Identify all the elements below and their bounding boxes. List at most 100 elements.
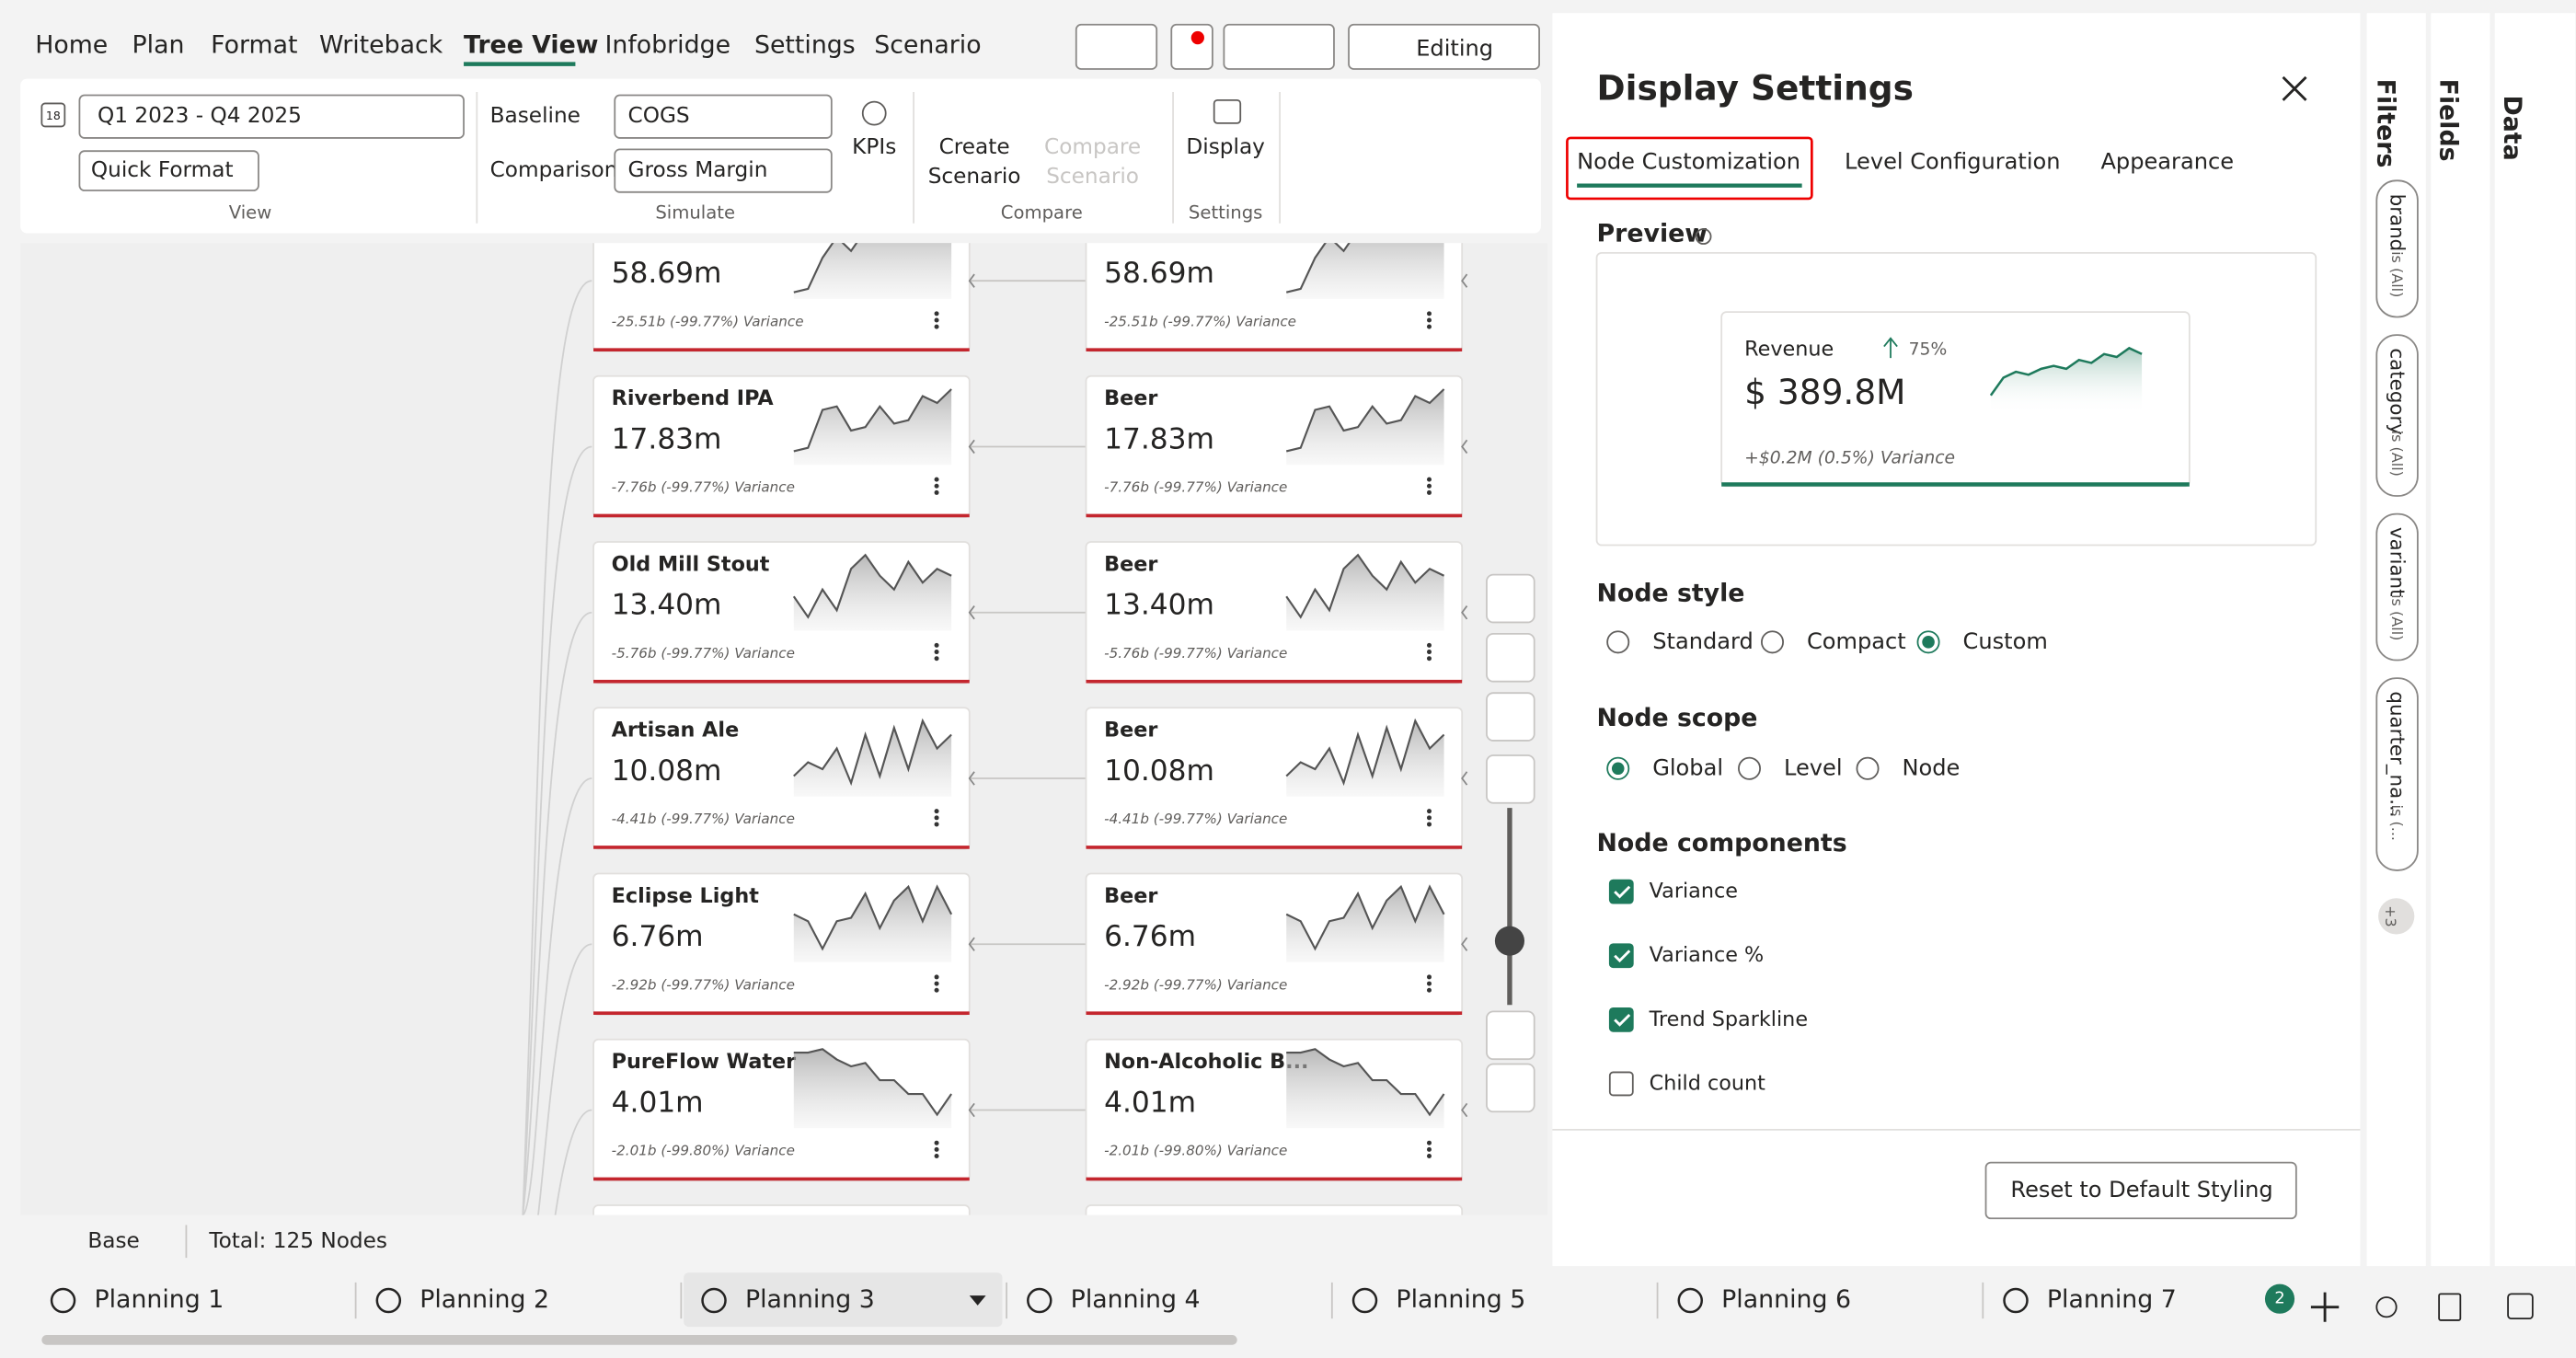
node-variance: -2.92b (-99.77%) Variance bbox=[612, 976, 795, 993]
node-variance: -4.41b (-99.77%) Variance bbox=[612, 811, 795, 827]
menu-item[interactable]: Format bbox=[211, 30, 297, 59]
menu-dot bbox=[1427, 478, 1432, 482]
toolbar-button[interactable] bbox=[1076, 25, 1156, 69]
group: StandardCompactCustom bbox=[1607, 628, 2048, 654]
filter-name: brand bbox=[2386, 194, 2409, 252]
panel-tab[interactable]: Appearance bbox=[2100, 149, 2234, 175]
compare-scenario: Compare bbox=[1044, 134, 1141, 159]
node-variance: -5.76b (-99.77%) Variance bbox=[612, 645, 795, 662]
node-variance: -2.01b (-99.80%) Variance bbox=[1104, 1143, 1287, 1159]
menu-item[interactable]: Plan bbox=[132, 30, 185, 59]
menu-dot bbox=[1427, 1154, 1432, 1158]
menu-dot bbox=[1427, 311, 1432, 316]
menu-dot bbox=[935, 650, 939, 654]
record-icon bbox=[1191, 31, 1204, 44]
path-button[interactable] bbox=[1487, 634, 1535, 682]
node-variance: -4.41b (-99.77%) Variance bbox=[1104, 811, 1287, 827]
checkbox[interactable] bbox=[1610, 1008, 1633, 1031]
node-value: 58.69m bbox=[1104, 257, 1214, 290]
panel-tab[interactable]: Node Customization bbox=[1577, 149, 1800, 175]
menu-item[interactable]: Home bbox=[35, 30, 108, 59]
display-button[interactable]: Display bbox=[1186, 134, 1265, 159]
fields-title[interactable]: Fields bbox=[2434, 79, 2463, 162]
menu-dot bbox=[935, 478, 939, 482]
compare-scenario: Scenario bbox=[1046, 164, 1139, 189]
menu-dot bbox=[1427, 1141, 1432, 1145]
menu-dot bbox=[935, 318, 939, 323]
node-title: Beer bbox=[1104, 719, 1157, 742]
menu-dot bbox=[1427, 974, 1432, 979]
menu-dot bbox=[935, 1147, 939, 1152]
node-variance: -2.01b (-99.80%) Variance bbox=[612, 1143, 795, 1159]
menu-item[interactable]: Writeback bbox=[319, 30, 443, 59]
menu-dot bbox=[1427, 815, 1432, 820]
menu-item[interactable]: Settings bbox=[754, 30, 856, 59]
create-scenario: Scenario bbox=[928, 164, 1021, 189]
page-tab[interactable]: Planning 2 bbox=[420, 1285, 549, 1314]
node-value: 10.08m bbox=[1104, 754, 1214, 788]
create-scenario[interactable]: Create bbox=[939, 134, 1010, 159]
node-variance: -25.51b (-99.77%) Variance bbox=[612, 313, 804, 329]
page-tab[interactable]: Planning 3 bbox=[745, 1285, 875, 1314]
menu-item[interactable]: Scenario bbox=[874, 30, 981, 59]
more-label: +3 bbox=[2382, 905, 2399, 927]
radio[interactable] bbox=[1739, 758, 1760, 779]
baseline-value: COGS bbox=[628, 103, 690, 128]
comparison-label: Comparison bbox=[490, 157, 618, 182]
page-tab[interactable]: Planning 1 bbox=[94, 1285, 224, 1314]
baseline-label: Baseline bbox=[490, 103, 581, 128]
fit-button[interactable] bbox=[1487, 1065, 1535, 1112]
page-tab[interactable]: Planning 6 bbox=[1721, 1285, 1851, 1314]
menu-dot bbox=[935, 974, 939, 979]
kpis-button[interactable]: KPIs bbox=[852, 134, 896, 159]
panel-tab[interactable]: Level Configuration bbox=[1845, 149, 2061, 175]
radio[interactable] bbox=[1762, 631, 1783, 652]
menu-dot bbox=[935, 982, 939, 986]
radio-label: Compact bbox=[1807, 628, 1906, 654]
menu-dot bbox=[1427, 650, 1432, 654]
page-tab[interactable]: Planning 4 bbox=[1071, 1285, 1201, 1314]
data-title[interactable]: Data bbox=[2498, 96, 2526, 161]
date-range: Q1 2023 - Q4 2025 bbox=[98, 103, 302, 128]
node-value: 17.83m bbox=[1104, 422, 1214, 455]
toolbar-button[interactable] bbox=[1224, 25, 1334, 69]
menu-dot bbox=[1427, 809, 1432, 813]
node-value: 6.76m bbox=[612, 920, 704, 953]
checkbox-label: Child count bbox=[1650, 1071, 1765, 1095]
menu-dot bbox=[935, 815, 939, 820]
node-title: Artisan Ale bbox=[612, 719, 740, 742]
radio[interactable] bbox=[1607, 631, 1628, 652]
scrollbar[interactable] bbox=[41, 1335, 1236, 1345]
page-tab[interactable]: Planning 5 bbox=[1396, 1285, 1525, 1314]
menu-dot bbox=[935, 643, 939, 648]
menu-item[interactable]: Tree View bbox=[464, 30, 598, 59]
menu-dot bbox=[1427, 490, 1432, 495]
zoom-in[interactable] bbox=[1487, 755, 1535, 803]
search-button[interactable] bbox=[1487, 575, 1535, 623]
edit-button[interactable] bbox=[1487, 693, 1535, 741]
node-title: Beer bbox=[1104, 884, 1157, 908]
zoom-thumb[interactable] bbox=[1495, 926, 1524, 956]
radio[interactable] bbox=[1857, 758, 1878, 779]
radio-dot bbox=[1922, 636, 1935, 649]
calendar-day: 18 bbox=[46, 109, 61, 122]
radio-label: Level bbox=[1784, 754, 1843, 780]
group: Home Plan Format Writeback Tree ViewInfobrid… bbox=[35, 30, 981, 63]
node-value: 6.76m bbox=[1104, 920, 1196, 953]
menu-dot bbox=[935, 311, 939, 316]
filters-title[interactable]: Filters bbox=[2372, 79, 2400, 168]
checkbox[interactable] bbox=[1610, 880, 1633, 903]
toolbar-button[interactable] bbox=[1171, 25, 1213, 69]
node-value: 13.40m bbox=[612, 589, 722, 622]
zoom-out[interactable] bbox=[1487, 1011, 1535, 1059]
menu-item[interactable]: Infobridge bbox=[605, 30, 731, 59]
checkbox[interactable] bbox=[1610, 1072, 1633, 1095]
checkbox-label: Trend Sparkline bbox=[1649, 1007, 1808, 1031]
page-tab[interactable]: Planning 7 bbox=[2047, 1285, 2177, 1314]
base-select[interactable]: Base bbox=[87, 1228, 139, 1253]
section-label: Node style bbox=[1597, 580, 1745, 608]
comparison-value: Gross Margin bbox=[628, 157, 768, 182]
node-title: Non-Alcoholic B... bbox=[1104, 1050, 1308, 1074]
checkbox[interactable] bbox=[1610, 944, 1633, 967]
